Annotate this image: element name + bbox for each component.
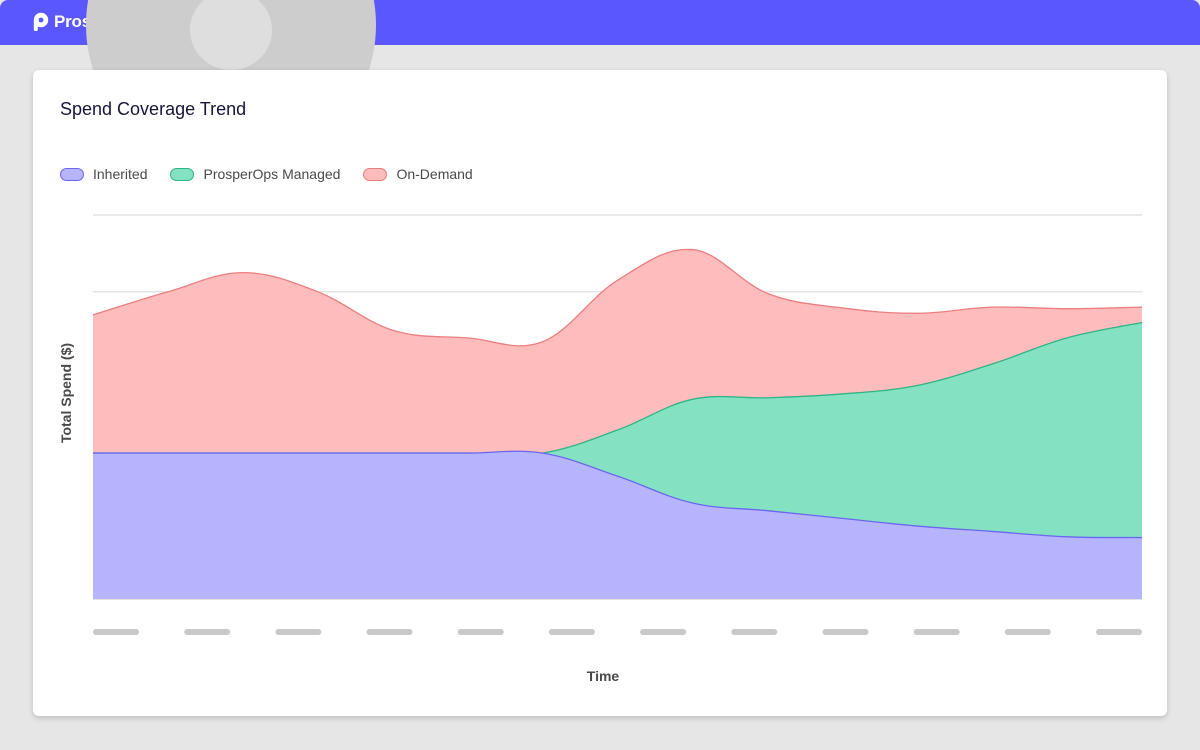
legend-label-ondemand: On-Demand xyxy=(396,166,473,182)
x-tick-placeholder xyxy=(275,629,322,635)
legend-swatch-inherited xyxy=(60,167,84,181)
legend-swatch-managed xyxy=(170,167,195,181)
chart-legend: Inherited ProsperOps Managed On-Demand xyxy=(60,166,496,182)
x-tick-placeholder xyxy=(1004,629,1051,635)
legend-item-inherited[interactable]: Inherited xyxy=(60,166,147,182)
x-tick-layer xyxy=(93,629,1142,635)
x-tick-placeholder xyxy=(457,629,504,635)
legend-item-managed[interactable]: ProsperOps Managed xyxy=(170,166,340,182)
x-tick-placeholder xyxy=(366,629,413,635)
x-tick-placeholder xyxy=(548,629,595,635)
x-tick-placeholder xyxy=(731,629,778,635)
legend-item-ondemand[interactable]: On-Demand xyxy=(363,166,473,182)
area-inherited xyxy=(93,451,1142,599)
x-tick-placeholder xyxy=(822,629,869,635)
legend-label-managed: ProsperOps Managed xyxy=(203,166,341,182)
area-on-demand xyxy=(93,249,1142,455)
x-axis-label: Time xyxy=(586,668,620,684)
legend-label-inherited: Inherited xyxy=(93,166,148,182)
area-on-demand-line xyxy=(92,248,1143,347)
prosperops-logo-icon xyxy=(33,12,49,31)
x-tick-placeholder xyxy=(1096,629,1142,635)
x-tick-placeholder xyxy=(93,629,139,635)
x-tick-placeholder xyxy=(184,629,231,635)
background-decoration-inner xyxy=(190,0,272,70)
x-tick-placeholder xyxy=(640,629,687,635)
legend-swatch-ondemand xyxy=(363,167,388,181)
area-inherited-line xyxy=(93,450,1143,539)
chart-card: Spend Coverage Trend Inherited ProsperOp… xyxy=(33,70,1167,716)
area-layer xyxy=(92,248,1143,599)
chart-title: Spend Coverage Trend xyxy=(60,99,247,119)
x-tick-placeholder xyxy=(913,629,960,635)
stacked-area-chart xyxy=(92,214,1143,635)
